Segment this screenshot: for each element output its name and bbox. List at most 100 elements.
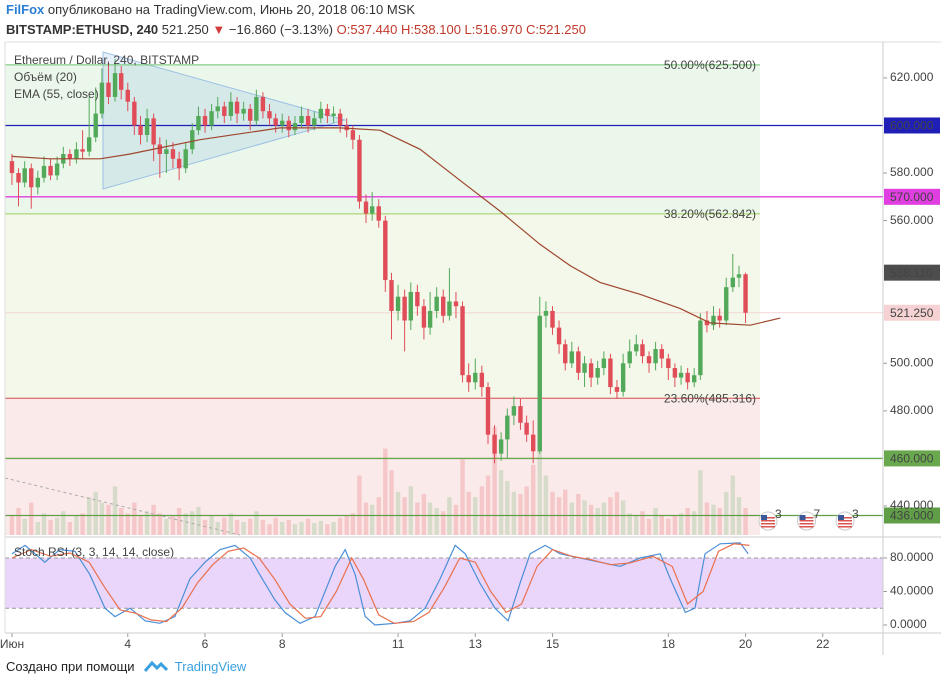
candle-body	[176, 158, 182, 169]
candle-body	[711, 315, 716, 326]
candle-body	[170, 149, 176, 159]
flag-canton	[838, 515, 844, 520]
candle-body	[698, 320, 703, 376]
legend-volume: Объём (20)	[14, 70, 77, 84]
volume-bar	[16, 508, 21, 535]
candle-body	[119, 73, 124, 90]
candle-body	[678, 372, 684, 378]
y-tick-label: 580.000	[890, 165, 934, 179]
volume-bar	[292, 524, 298, 535]
candle-body	[466, 375, 471, 383]
volume-bar	[724, 491, 729, 535]
candle-body	[369, 206, 375, 214]
footer: Создано при помощи TradingView	[6, 659, 246, 674]
volume-bar	[99, 502, 105, 535]
volume-bar	[460, 459, 465, 535]
candle-body	[717, 315, 722, 321]
y-tick-label: 440.000	[890, 498, 934, 512]
flag-canton	[799, 515, 806, 520]
volume-bar	[215, 522, 220, 535]
candle-body	[157, 144, 163, 155]
candle-body	[666, 358, 671, 369]
candle-body	[305, 115, 311, 126]
candle-body	[337, 113, 343, 126]
price-label: 460.000	[890, 452, 934, 466]
volume-bar	[22, 518, 27, 535]
flag-stripe	[838, 517, 852, 519]
volume-bar	[74, 515, 79, 535]
volume-bar	[704, 502, 710, 535]
volume-bar	[157, 513, 163, 535]
candle-body	[556, 327, 562, 345]
candle-body	[563, 344, 568, 364]
candle-body	[453, 301, 459, 307]
candle-body	[479, 372, 485, 388]
candle-body	[299, 115, 304, 124]
volume-bar	[441, 511, 446, 535]
candle-body	[209, 111, 214, 126]
x-tick-label: 20	[739, 637, 753, 651]
candle-body	[704, 320, 710, 326]
candle-body	[505, 415, 510, 440]
volume-bar	[260, 519, 266, 535]
author[interactable]: FilFox	[6, 2, 45, 17]
event-count: 3	[852, 507, 859, 521]
foreground-layer: 50.00%(625.500) 38.20%(562.842) 23.60%(485…	[0, 58, 940, 651]
fib-label: 50.00%(625.500)	[664, 58, 756, 72]
fib-zone	[5, 213, 760, 399]
candle-body	[408, 291, 413, 321]
candle-body	[222, 106, 227, 116]
x-tick-label: 8	[279, 637, 286, 651]
y-tick-label: 0.0000	[890, 617, 927, 631]
candle-body	[35, 177, 41, 188]
volume-bar	[466, 491, 471, 535]
flag-stripe	[799, 526, 814, 528]
candle-body	[460, 306, 465, 376]
volume-bar	[344, 515, 349, 535]
candle-body	[164, 149, 169, 155]
candle-body	[247, 108, 253, 121]
volume-bar	[337, 517, 343, 535]
volume-bar	[357, 475, 362, 535]
candle-body	[415, 291, 420, 307]
volume-bar	[511, 491, 517, 535]
change: −16.860 (−3.13%)	[228, 22, 333, 37]
flag-stripe	[799, 520, 814, 522]
volume-bar	[254, 511, 259, 535]
volume-bar	[576, 493, 581, 535]
candle-body	[16, 173, 21, 183]
volume-bar	[659, 515, 664, 535]
volume-bar	[170, 515, 176, 535]
symbol: BITSTAMP:ETHUSD, 240	[6, 22, 159, 37]
candle-body	[286, 120, 291, 131]
candle-body	[569, 351, 575, 364]
candle-body	[588, 363, 594, 378]
volume-bar	[415, 502, 420, 535]
volume-bar	[614, 491, 620, 535]
volume-bar	[280, 522, 285, 535]
candle-body	[447, 301, 452, 316]
candle-body	[254, 96, 259, 121]
price-label-bg	[884, 188, 940, 205]
candle-body	[9, 161, 15, 174]
volume-bar	[176, 508, 182, 535]
volume-bar	[646, 518, 652, 535]
candle-body	[518, 406, 523, 423]
candle-body	[395, 296, 401, 311]
volume-bar	[524, 486, 529, 535]
candle-body	[196, 115, 201, 131]
candle-body	[74, 149, 79, 159]
trend-line	[4, 477, 241, 536]
price-label: 600.000	[890, 119, 934, 133]
candle-body	[151, 118, 156, 145]
legend-stoch: Stoch RSI (3, 3, 14, 14, close)	[14, 545, 174, 559]
candle-body	[80, 149, 85, 152]
x-tick-label: 22	[816, 637, 830, 651]
candle-body	[736, 274, 742, 278]
symbol-line: BITSTAMP:ETHUSD, 240 521.250 ▼ −16.860 (…	[6, 22, 586, 37]
candle-body	[267, 111, 272, 119]
footer-brand[interactable]: TradingView	[174, 659, 247, 674]
event-count: 3	[775, 507, 782, 521]
candle-body	[550, 310, 555, 328]
volume-bar	[498, 470, 504, 535]
